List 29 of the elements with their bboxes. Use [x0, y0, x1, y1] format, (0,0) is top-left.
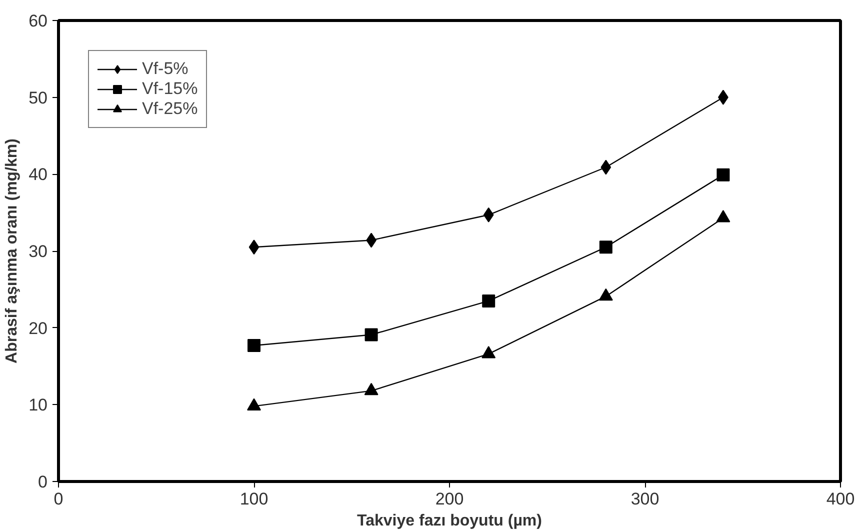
- point: [600, 160, 612, 175]
- y-tick-label: 40: [28, 165, 48, 184]
- point: [482, 294, 496, 308]
- point: [716, 168, 730, 182]
- y-tick-label: 30: [28, 242, 48, 261]
- x-axis-title: Takviye fazı boyutu (µm): [357, 512, 542, 530]
- point: [247, 398, 261, 410]
- x-tick-label: 300: [630, 490, 660, 508]
- y-tick-label: 0: [38, 472, 48, 492]
- legend-label: Vf-5%: [142, 59, 188, 79]
- point: [248, 240, 260, 255]
- legend-label: Vf-25%: [142, 99, 198, 119]
- point: [248, 339, 260, 352]
- x-tick-label: 0: [54, 490, 64, 508]
- point: [599, 240, 612, 254]
- y-tick-label: 50: [28, 88, 48, 108]
- x-tick-label: 400: [826, 490, 855, 508]
- x-tick-label: 100: [240, 490, 268, 508]
- point: [364, 328, 378, 342]
- point: [482, 346, 496, 358]
- point: [598, 288, 613, 301]
- point: [483, 207, 494, 222]
- legend-label: Vf-15%: [142, 79, 198, 99]
- x-tick-label: 200: [435, 490, 464, 508]
- y-tick-label: 10: [28, 396, 48, 415]
- point: [364, 382, 378, 396]
- y-tick-label: 60: [28, 12, 48, 30]
- y-axis-title: Abrasif aşınma oranı (mg/km): [4, 138, 21, 364]
- y-tick-label: 20: [28, 318, 48, 338]
